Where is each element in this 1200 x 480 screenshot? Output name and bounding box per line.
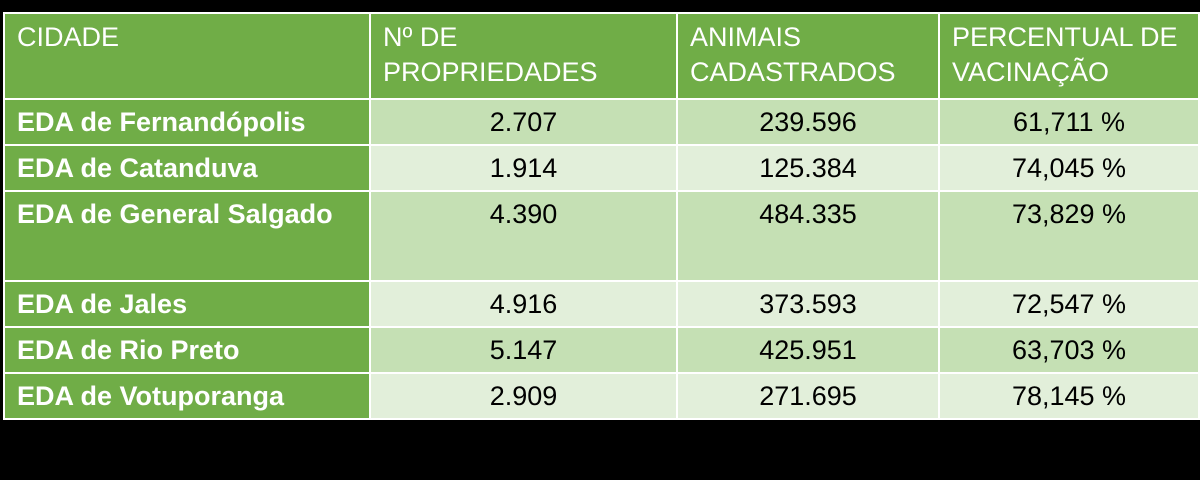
properties-cell: 2.909 — [369, 372, 678, 420]
vaccination-table: CIDADE Nº DE PROPRIEDADES ANIMAIS CADAST… — [3, 12, 1200, 420]
properties-cell: 4.390 — [369, 190, 678, 282]
city-cell: EDA de Fernandópolis — [3, 98, 371, 146]
animals-cell: 373.593 — [676, 280, 940, 328]
header-vaccination: PERCENTUAL DE VACINAÇÃO — [938, 12, 1200, 100]
vaccination-cell: 63,703 % — [938, 326, 1200, 374]
vaccination-cell: 78,145 % — [938, 372, 1200, 420]
city-cell: EDA de Catanduva — [3, 144, 371, 192]
vaccination-cell: 73,829 % — [938, 190, 1200, 282]
animals-cell: 125.384 — [676, 144, 940, 192]
table-row: EDA de General Salgado 4.390 484.335 73,… — [3, 190, 1200, 282]
header-city: CIDADE — [3, 12, 371, 100]
properties-cell: 5.147 — [369, 326, 678, 374]
header-properties: Nº DE PROPRIEDADES — [369, 12, 678, 100]
vaccination-table-container: CIDADE Nº DE PROPRIEDADES ANIMAIS CADAST… — [3, 12, 1200, 420]
table-header-row: CIDADE Nº DE PROPRIEDADES ANIMAIS CADAST… — [3, 12, 1200, 100]
header-animals: ANIMAIS CADASTRADOS — [676, 12, 940, 100]
animals-cell: 484.335 — [676, 190, 940, 282]
city-cell: EDA de Rio Preto — [3, 326, 371, 374]
table-row: EDA de Votuporanga 2.909 271.695 78,145 … — [3, 372, 1200, 420]
table-row: EDA de Catanduva 1.914 125.384 74,045 % — [3, 144, 1200, 192]
animals-cell: 271.695 — [676, 372, 940, 420]
vaccination-cell: 72,547 % — [938, 280, 1200, 328]
table-row: EDA de Jales 4.916 373.593 72,547 % — [3, 280, 1200, 328]
city-cell: EDA de General Salgado — [3, 190, 371, 282]
animals-cell: 425.951 — [676, 326, 940, 374]
vaccination-cell: 61,711 % — [938, 98, 1200, 146]
properties-cell: 2.707 — [369, 98, 678, 146]
vaccination-cell: 74,045 % — [938, 144, 1200, 192]
properties-cell: 1.914 — [369, 144, 678, 192]
city-cell: EDA de Votuporanga — [3, 372, 371, 420]
table-row: EDA de Fernandópolis 2.707 239.596 61,71… — [3, 98, 1200, 146]
city-cell: EDA de Jales — [3, 280, 371, 328]
properties-cell: 4.916 — [369, 280, 678, 328]
animals-cell: 239.596 — [676, 98, 940, 146]
table-row: EDA de Rio Preto 5.147 425.951 63,703 % — [3, 326, 1200, 374]
